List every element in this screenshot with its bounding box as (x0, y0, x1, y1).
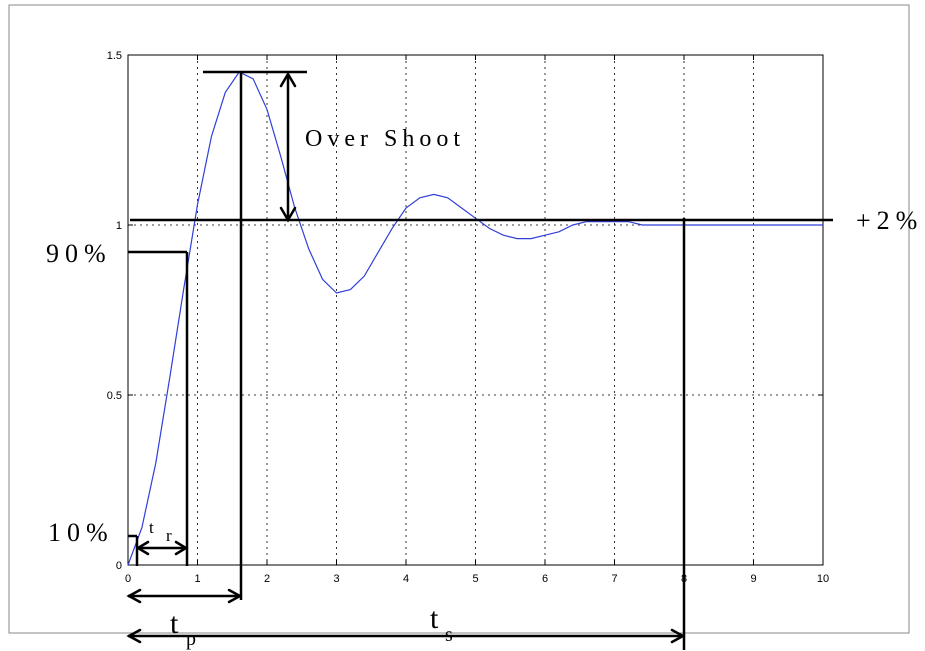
grid (128, 55, 823, 565)
overshoot-arrow-bottom (279, 206, 297, 223)
y-tick-label: 0 (116, 560, 122, 572)
y-tick-label: 1.5 (107, 50, 122, 62)
x-tick-label: 7 (611, 573, 617, 585)
x-tick-label: 9 (750, 573, 756, 585)
tr-label-main: t (149, 518, 154, 537)
ts-label-main: t (430, 602, 439, 635)
tr-arrow-left (135, 540, 150, 556)
x-tick-label: 4 (403, 573, 409, 585)
y-tick-label: 1 (116, 220, 122, 232)
y-tick-label: 0.5 (107, 390, 122, 402)
ts-arrow-right (670, 628, 686, 644)
x-tick-label: 6 (542, 573, 548, 585)
overshoot-arrow-top (279, 71, 297, 88)
x-tick-label: 2 (264, 573, 270, 585)
pct10-label: 10% (48, 518, 114, 547)
pct90-label: 90% (46, 239, 112, 268)
x-tick-label: 0 (125, 573, 131, 585)
tp-label-main: t (170, 607, 179, 640)
tp-arrow-left (126, 588, 142, 604)
figure-border (8, 4, 910, 634)
x-tick-label: 5 (472, 573, 478, 585)
tr-arrow-right (174, 540, 189, 556)
plus2-label: +2% (856, 206, 923, 235)
tp-label-sub: p (186, 628, 196, 650)
arrowheads (126, 71, 686, 644)
ts-arrow-left (126, 628, 142, 644)
annotation-lines (128, 70, 833, 650)
x-tick-label: 1 (194, 573, 200, 585)
overshoot-label: Over Shoot (305, 126, 465, 152)
step-response-line (127, 71, 823, 566)
x-tick-label: 10 (817, 573, 829, 585)
ts-label-sub: s (445, 624, 453, 646)
tp-arrow-right (227, 588, 243, 604)
tr-label-sub: r (166, 526, 172, 545)
series (127, 71, 823, 566)
x-tick-label: 3 (333, 573, 339, 585)
